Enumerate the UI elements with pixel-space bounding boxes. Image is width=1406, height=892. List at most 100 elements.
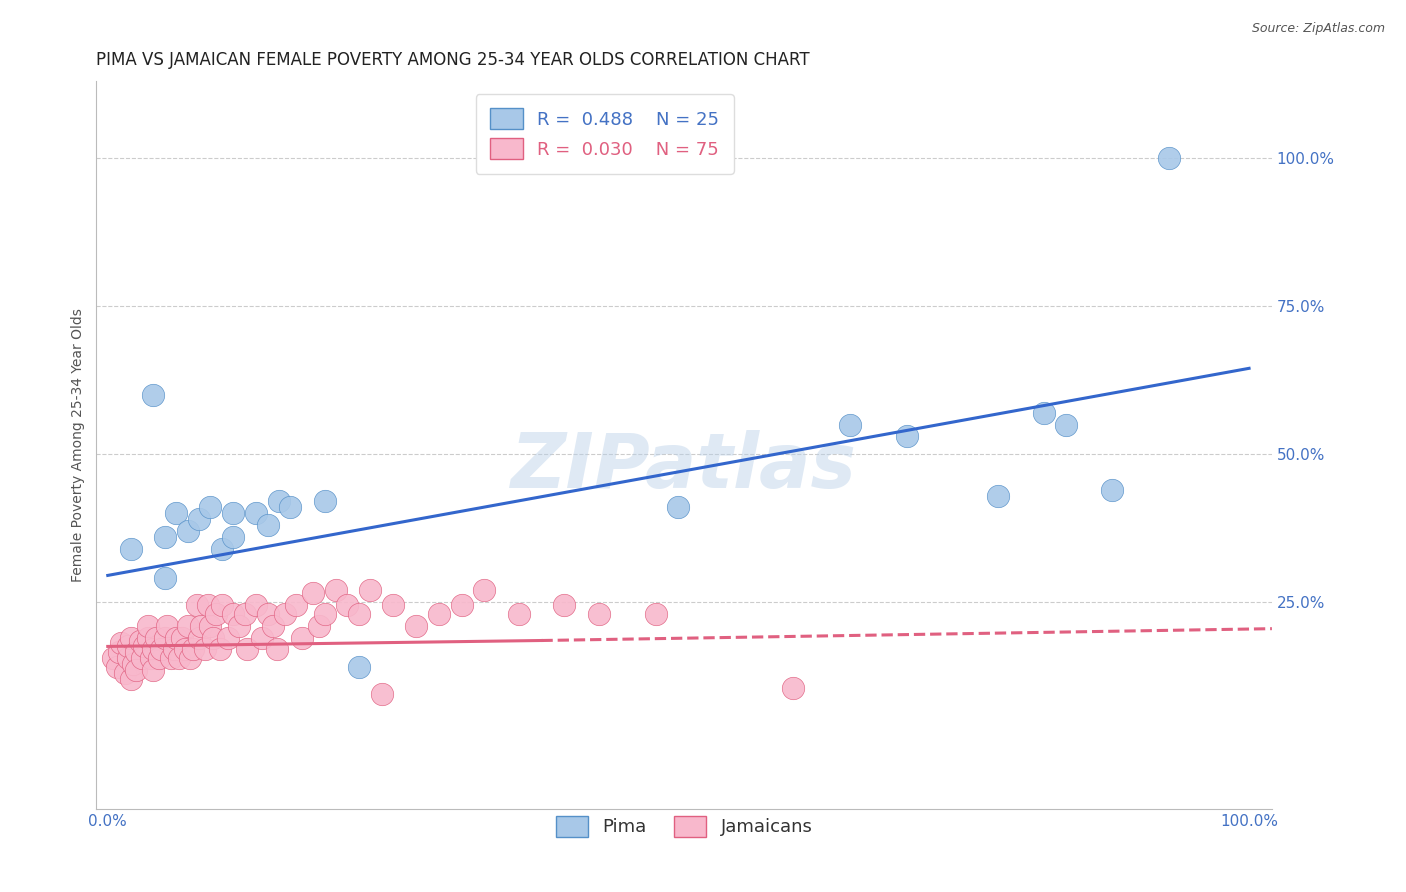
Point xyxy=(153,571,176,585)
Point xyxy=(382,598,405,612)
Point xyxy=(131,651,153,665)
Point xyxy=(167,651,190,665)
Point xyxy=(120,541,142,556)
Point xyxy=(222,607,245,621)
Point xyxy=(153,631,176,645)
Point xyxy=(120,672,142,686)
Point xyxy=(153,530,176,544)
Point xyxy=(114,666,136,681)
Text: ZIPatlas: ZIPatlas xyxy=(512,430,858,504)
Point xyxy=(139,651,162,665)
Point xyxy=(105,660,128,674)
Point xyxy=(302,586,325,600)
Point xyxy=(644,607,666,621)
Point xyxy=(280,500,302,515)
Point xyxy=(148,651,170,665)
Point xyxy=(134,640,156,654)
Point xyxy=(236,642,259,657)
Point xyxy=(145,631,167,645)
Point xyxy=(588,607,610,621)
Point xyxy=(1056,417,1078,432)
Point xyxy=(347,607,370,621)
Point xyxy=(205,607,228,621)
Point xyxy=(314,494,336,508)
Point xyxy=(150,642,173,657)
Point xyxy=(668,500,690,515)
Point xyxy=(427,607,450,621)
Point xyxy=(245,506,267,520)
Point xyxy=(165,631,187,645)
Point xyxy=(987,489,1010,503)
Point xyxy=(176,618,198,632)
Point xyxy=(136,618,159,632)
Point xyxy=(336,598,359,612)
Point xyxy=(117,651,139,665)
Point xyxy=(256,518,278,533)
Point xyxy=(201,631,224,645)
Point xyxy=(250,631,273,645)
Point xyxy=(217,631,239,645)
Point xyxy=(211,541,233,556)
Point xyxy=(838,417,860,432)
Point xyxy=(103,651,125,665)
Point xyxy=(142,663,165,677)
Point xyxy=(359,583,381,598)
Point xyxy=(176,524,198,538)
Point xyxy=(136,631,159,645)
Point xyxy=(285,598,308,612)
Point xyxy=(174,642,197,657)
Point xyxy=(163,642,186,657)
Point xyxy=(1032,406,1054,420)
Point xyxy=(125,645,148,659)
Point xyxy=(267,494,290,508)
Point xyxy=(156,618,179,632)
Point xyxy=(188,631,211,645)
Point xyxy=(120,631,142,645)
Point xyxy=(186,598,208,612)
Point xyxy=(110,636,132,650)
Point xyxy=(122,657,145,672)
Point xyxy=(222,530,245,544)
Point xyxy=(1159,151,1181,165)
Point xyxy=(266,642,288,657)
Point xyxy=(200,500,222,515)
Text: PIMA VS JAMAICAN FEMALE POVERTY AMONG 25-34 YEAR OLDS CORRELATION CHART: PIMA VS JAMAICAN FEMALE POVERTY AMONG 25… xyxy=(97,51,810,69)
Point xyxy=(165,506,187,520)
Point xyxy=(142,388,165,402)
Text: Source: ZipAtlas.com: Source: ZipAtlas.com xyxy=(1251,22,1385,36)
Point xyxy=(197,598,219,612)
Point xyxy=(256,607,278,621)
Point xyxy=(450,598,472,612)
Point xyxy=(553,598,575,612)
Point xyxy=(291,631,314,645)
Point xyxy=(200,618,222,632)
Point xyxy=(125,663,148,677)
Point xyxy=(194,642,217,657)
Point xyxy=(474,583,496,598)
Point xyxy=(325,583,347,598)
Point xyxy=(508,607,530,621)
Point xyxy=(170,631,193,645)
Point xyxy=(179,651,201,665)
Point xyxy=(188,512,211,526)
Point xyxy=(245,598,267,612)
Point xyxy=(405,618,427,632)
Point xyxy=(208,642,231,657)
Point xyxy=(370,687,392,701)
Y-axis label: Female Poverty Among 25-34 Year Olds: Female Poverty Among 25-34 Year Olds xyxy=(72,309,86,582)
Point xyxy=(108,645,131,659)
Point xyxy=(142,642,165,657)
Point xyxy=(896,429,918,443)
Point xyxy=(117,640,139,654)
Point xyxy=(159,651,181,665)
Point xyxy=(273,607,295,621)
Point xyxy=(1101,483,1123,497)
Legend: Pima, Jamaicans: Pima, Jamaicans xyxy=(548,808,820,844)
Point xyxy=(233,607,256,621)
Point xyxy=(262,618,284,632)
Point xyxy=(128,633,150,648)
Point xyxy=(347,660,370,674)
Point xyxy=(314,607,336,621)
Point xyxy=(308,618,330,632)
Point xyxy=(211,598,233,612)
